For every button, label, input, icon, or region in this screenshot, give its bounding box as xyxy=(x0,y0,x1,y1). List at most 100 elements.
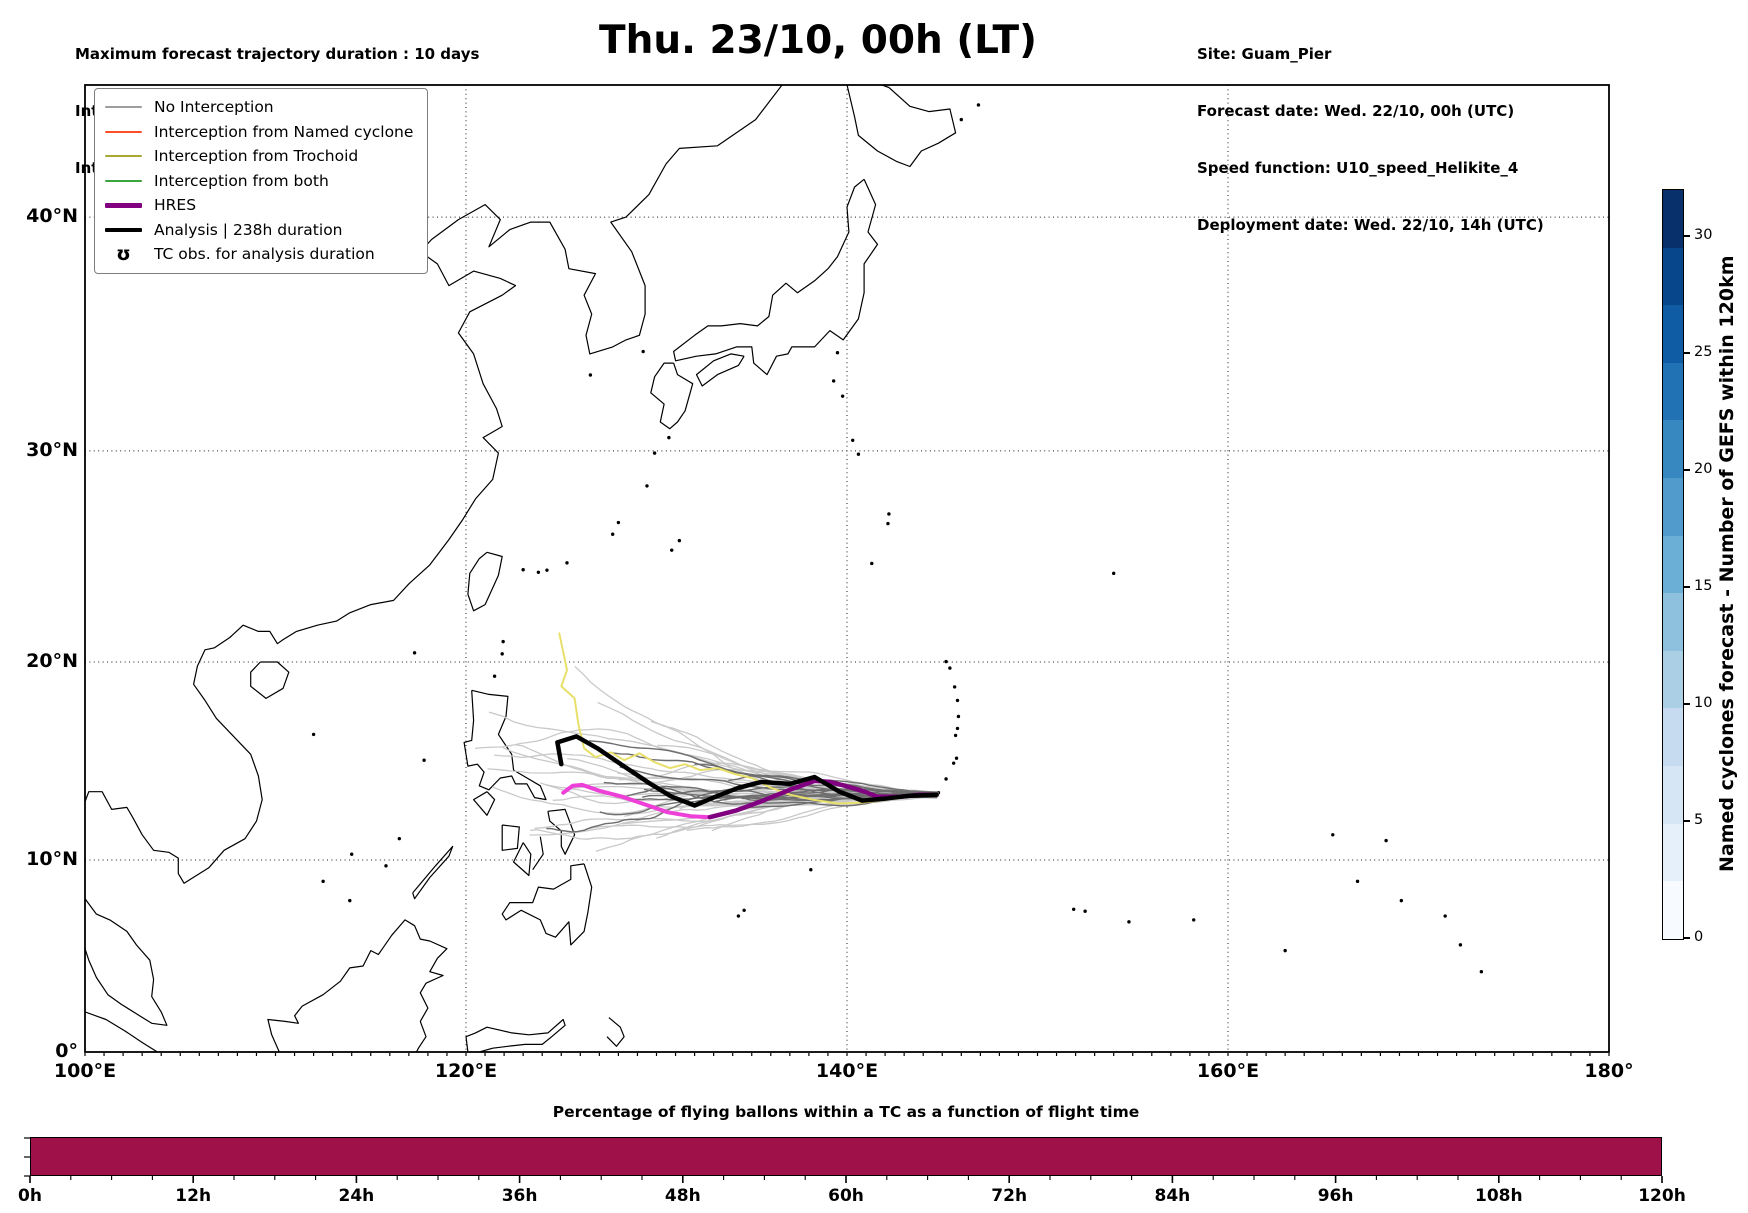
legend-item-3: Interception from both xyxy=(105,169,413,194)
legend-item-label: Interception from Trochoid xyxy=(154,147,359,166)
island-dot xyxy=(951,761,956,765)
ensemble-trajectory-dark xyxy=(599,788,939,816)
island-dot xyxy=(521,568,525,572)
island-dot xyxy=(1355,879,1360,884)
island-dot xyxy=(397,836,402,841)
colorbar-segment xyxy=(1663,708,1683,767)
coastline xyxy=(250,661,290,699)
colorbar-tick xyxy=(1684,820,1690,822)
colorbar-tick-label: 0 xyxy=(1694,929,1704,945)
flight-time-tick-label: 120h xyxy=(1638,1186,1686,1206)
legend-item-label: Analysis | 238h duration xyxy=(154,220,343,239)
island-dot xyxy=(545,568,549,572)
island-dot xyxy=(311,732,316,737)
flight-time-tick-label: 0h xyxy=(18,1186,42,1206)
map xyxy=(84,84,1610,1056)
island-dot xyxy=(1479,970,1484,974)
coastline xyxy=(606,1017,625,1047)
island-dot xyxy=(954,756,959,760)
colorbar xyxy=(1662,189,1684,940)
colorbar-tick-label: 25 xyxy=(1694,343,1713,360)
island-dot xyxy=(588,373,593,377)
ensemble-trajectory-dark xyxy=(706,784,937,793)
island-dot xyxy=(1071,907,1076,912)
island-dot xyxy=(1283,948,1287,953)
island-dot xyxy=(1458,943,1463,947)
colorbar-segment xyxy=(1663,420,1683,479)
coastline xyxy=(547,808,576,855)
island-dot xyxy=(976,103,981,107)
island-dot xyxy=(412,651,417,655)
island-dot xyxy=(870,561,874,566)
island-dot xyxy=(831,379,836,383)
colorbar-tick-label: 10 xyxy=(1694,694,1713,711)
map-xtick-160: 160°E xyxy=(1196,1060,1260,1082)
flight-time-tick-label: 60h xyxy=(828,1186,864,1206)
legend-item-4: HRES xyxy=(105,193,413,218)
coastline xyxy=(463,689,547,801)
colorbar-tick-label: 15 xyxy=(1694,577,1713,594)
island-dot xyxy=(944,777,948,781)
speed-function-text: Speed function: U10_speed_Helikite_4 xyxy=(1197,159,1519,177)
colorbar-segment xyxy=(1663,362,1683,421)
flight-time-tick-label: 36h xyxy=(501,1186,538,1206)
coastline xyxy=(695,353,745,387)
island-dot xyxy=(955,698,960,703)
colorbar-segment xyxy=(1663,190,1683,248)
legend-item-tc-obs: ʊ TC obs. for analysis duration xyxy=(105,242,413,267)
coastline xyxy=(513,842,532,877)
colorbar-tick-label: 20 xyxy=(1694,460,1713,477)
island-dot xyxy=(742,908,746,912)
colorbar-segment xyxy=(1663,535,1683,594)
island-dot xyxy=(1192,918,1196,922)
island-dot xyxy=(856,452,861,456)
tc-obs-icon: ʊ xyxy=(116,242,131,265)
colorbar-tick-label: 30 xyxy=(1694,226,1713,243)
island-dot xyxy=(1112,571,1116,576)
coastline xyxy=(846,85,957,168)
island-dot xyxy=(667,435,671,440)
coastline xyxy=(465,1018,566,1052)
colorbar-tick xyxy=(1684,937,1690,939)
legend-item-2: Interception from Trochoid xyxy=(105,144,413,169)
coastline xyxy=(467,551,503,612)
colorbar-tick-label: 5 xyxy=(1694,811,1704,828)
map-ytick-0: 0° xyxy=(55,1040,78,1062)
ensemble-trajectory-light xyxy=(475,728,936,798)
island-dot xyxy=(887,512,891,516)
island-dot xyxy=(422,758,426,762)
island-dot xyxy=(959,117,963,122)
colorbar-segment xyxy=(1663,247,1683,306)
map-xtick-180: 180° xyxy=(1584,1060,1634,1082)
island-dot xyxy=(677,538,682,543)
island-dot xyxy=(851,438,855,442)
site-info: Site: Guam_Pier Forecast date: Wed. 22/1… xyxy=(1197,7,1544,273)
island-dot xyxy=(809,868,813,872)
legend-item-1: Interception from Named cyclone xyxy=(105,120,413,145)
site-text: Site: Guam_Pier xyxy=(1197,45,1332,63)
map-ytick-30: 30°N xyxy=(26,438,78,461)
island-dot xyxy=(1384,838,1388,843)
flight-time-tick-label: 12h xyxy=(175,1186,212,1206)
map-ytick-40: 40°N xyxy=(26,205,78,228)
flight-time-axis-ticks xyxy=(24,1137,1663,1183)
legend: No Interception Interception from Named c… xyxy=(94,88,429,274)
forecast-date-text: Forecast date: Wed. 22/10, 00h (UTC) xyxy=(1197,102,1515,120)
island-dot xyxy=(616,520,621,525)
figure-title: Thu. 23/10, 00h (LT) xyxy=(599,18,1037,63)
island-dot xyxy=(952,685,957,689)
legend-item-label: Interception from Named cyclone xyxy=(154,122,414,141)
legend-item-label: HRES xyxy=(154,196,197,215)
coastline xyxy=(650,362,694,430)
island-dot xyxy=(610,532,615,536)
colorbar-tick xyxy=(1684,586,1690,588)
legend-line-swatch xyxy=(105,227,142,232)
island-dot xyxy=(840,394,845,398)
island-dot xyxy=(835,350,840,355)
legend-item-label: Interception from both xyxy=(154,171,329,190)
colorbar-segment xyxy=(1663,881,1683,939)
map-xtick-140: 140°E xyxy=(815,1060,879,1082)
coastline xyxy=(85,1011,158,1052)
legend-line-swatch xyxy=(105,130,142,133)
island-dot xyxy=(652,451,657,455)
